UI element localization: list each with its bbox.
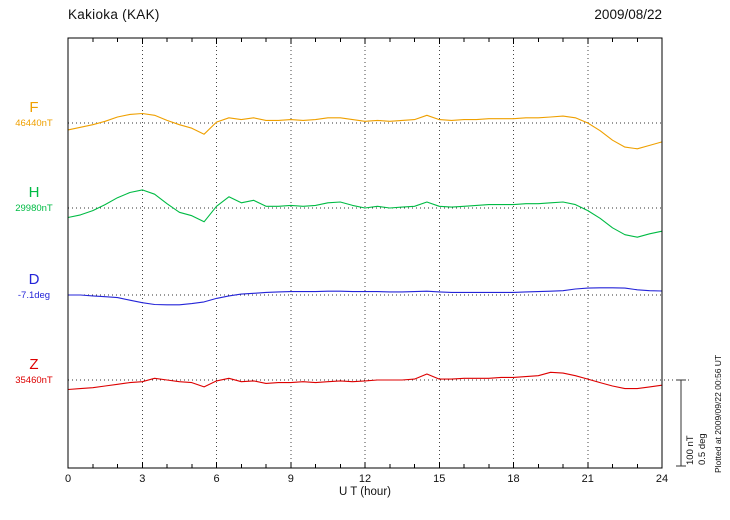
channel-label-D: D -7.1deg xyxy=(4,272,64,301)
x-tick-label: 12 xyxy=(359,473,371,485)
plotted-at-note: Plotted at 2009/09/22 00:56 UT xyxy=(713,354,723,473)
channel-letter-F: F xyxy=(29,99,39,116)
x-tick-label: 6 xyxy=(213,473,219,485)
station-title: Kakioka (KAK) xyxy=(68,7,160,22)
trace-Z xyxy=(67,371,663,391)
x-tick-label: 24 xyxy=(656,473,668,485)
channel-letter-D: D xyxy=(28,271,40,288)
channel-label-Z: Z 35460nT xyxy=(4,357,64,386)
x-tick-label: 3 xyxy=(139,473,145,485)
trace-H xyxy=(67,189,663,238)
x-tick-label: 9 xyxy=(288,473,294,485)
plot-date: 2009/08/22 xyxy=(594,7,662,22)
channel-baseline-H: 29980nT xyxy=(15,203,53,214)
channel-baseline-F: 46440nT xyxy=(15,118,53,129)
x-axis-label: U T (hour) xyxy=(339,486,391,498)
scale-bar-label-deg: 0.5 deg xyxy=(697,433,708,465)
x-tick-label: 15 xyxy=(433,473,445,485)
channel-baseline-D: -7.1deg xyxy=(17,290,51,301)
channel-label-F: F 46440nT xyxy=(4,100,64,129)
trace-F xyxy=(67,112,663,150)
x-tick-label: 21 xyxy=(582,473,594,485)
x-tick-label: 0 xyxy=(65,473,71,485)
scale-bar-label-nt: 100 nT xyxy=(685,435,696,465)
x-tick-label: 18 xyxy=(507,473,519,485)
channel-baseline-Z: 35460nT xyxy=(15,375,53,386)
channel-label-H: H 29980nT xyxy=(4,185,64,214)
channel-letter-Z: Z xyxy=(29,356,39,373)
plot-frame xyxy=(67,37,663,469)
trace-D xyxy=(67,287,663,306)
channel-letter-H: H xyxy=(28,184,40,201)
